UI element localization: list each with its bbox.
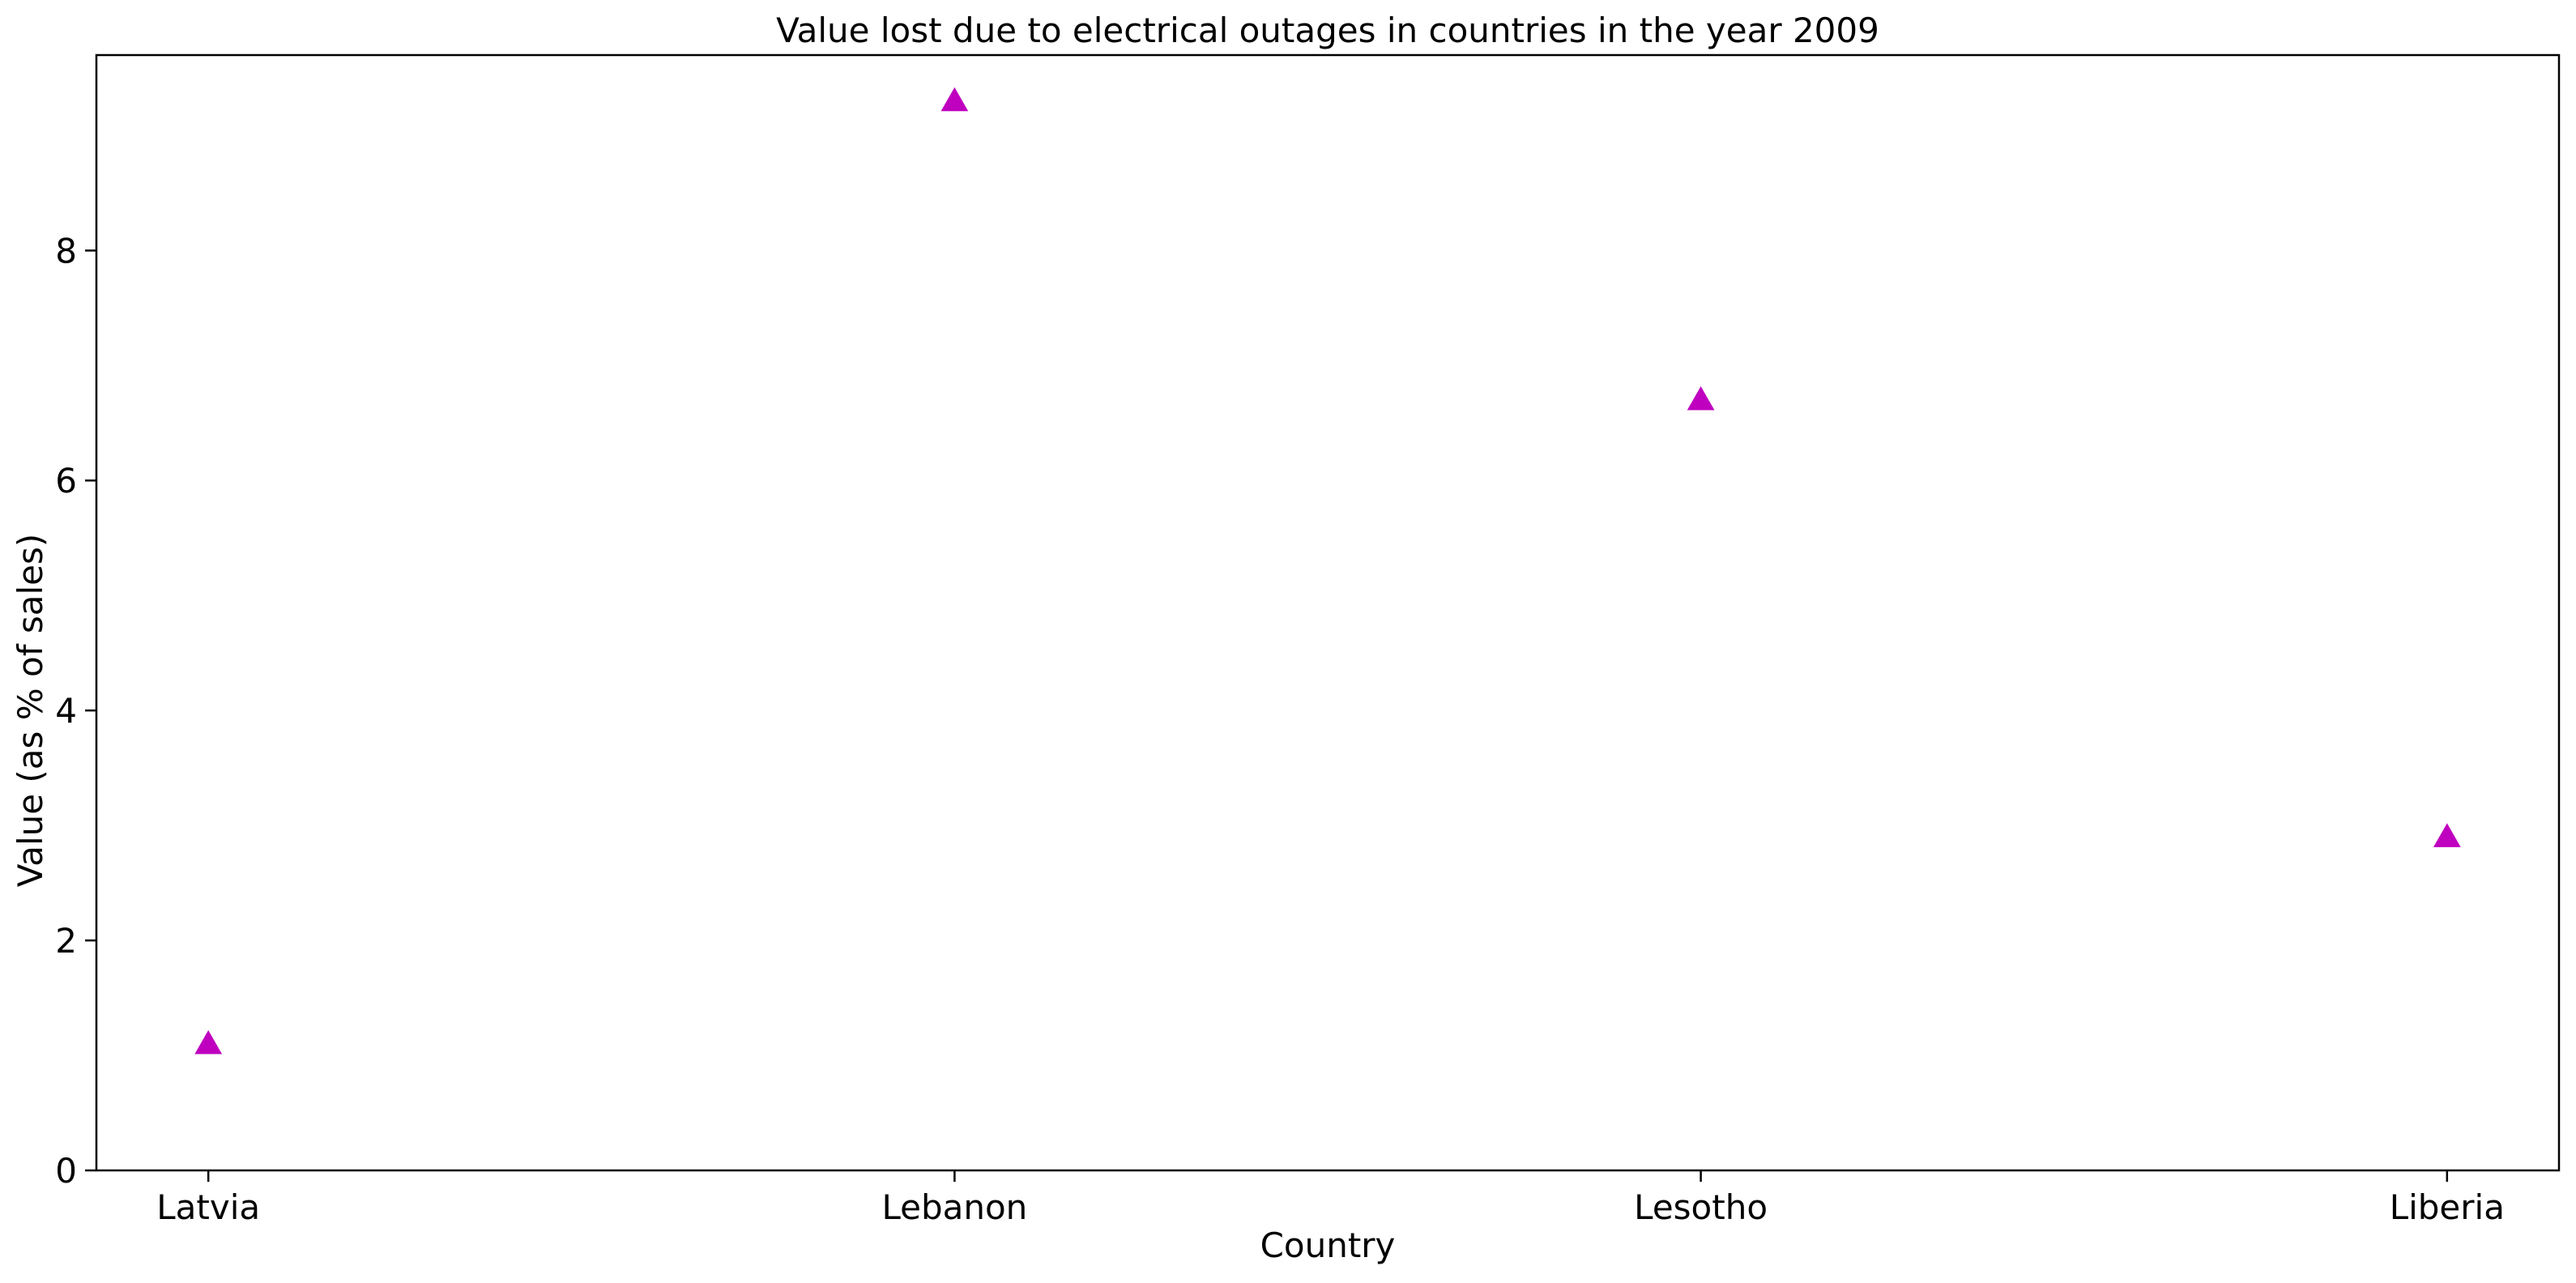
x-axis-label: Country xyxy=(1260,1225,1396,1265)
plot-area: 0 2 4 6 8 Latvia Lebanon Lesotho Liberia xyxy=(55,53,2561,1227)
x-tick-label: Latvia xyxy=(156,1187,260,1227)
y-tick-label: 2 xyxy=(55,921,77,961)
y-tick-label: 0 xyxy=(55,1151,77,1191)
x-tick-label: Lesotho xyxy=(1634,1187,1768,1227)
data-point-marker xyxy=(1687,386,1715,411)
plot-frame xyxy=(95,53,2561,1172)
data-point-marker xyxy=(2433,823,2461,847)
x-tick-label: Liberia xyxy=(2390,1187,2505,1227)
data-point-marker xyxy=(194,1029,223,1055)
chart-title: Value lost due to electrical outages in … xyxy=(776,11,1879,50)
data-point-marker xyxy=(940,87,969,112)
x-tick-label: Lebanon xyxy=(881,1187,1027,1227)
y-axis-label: Value (as % of sales) xyxy=(11,534,50,888)
y-tick-label: 6 xyxy=(55,461,77,501)
y-tick-label: 8 xyxy=(55,231,77,271)
y-tick-label: 4 xyxy=(55,691,77,731)
